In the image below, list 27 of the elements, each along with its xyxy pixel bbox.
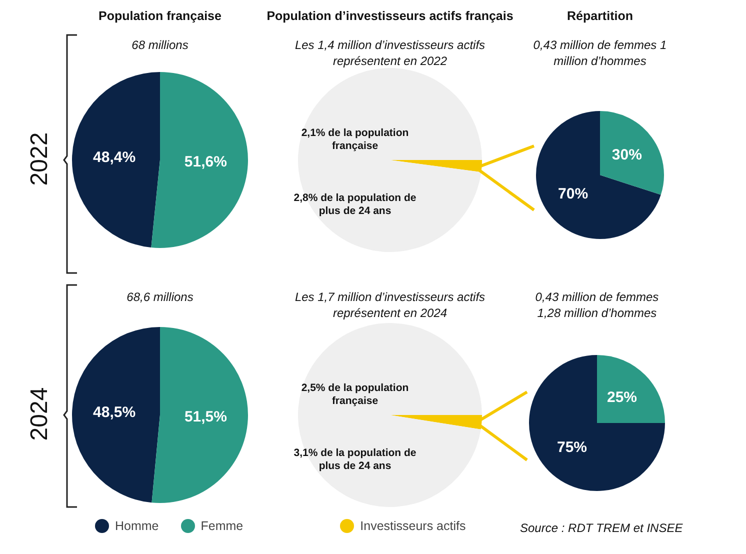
- chart-title: Population française: [98, 9, 222, 23]
- text: 2022: [26, 131, 54, 188]
- chart-subtitle: Les 1,4 million d’investisseurs actifs représentent en 2022: [294, 37, 486, 69]
- source-note: Source : RDT TREM et INSEE: [520, 521, 683, 535]
- chart-subtitle: 0,43 million de femmes 1,28 million d’hommes: [534, 289, 660, 321]
- data-label: 51,5%: [184, 408, 227, 426]
- chart-title: Répartition: [567, 9, 633, 23]
- text: 2024: [26, 386, 54, 443]
- text: 2,1% de la population française: [300, 127, 410, 153]
- text: 3,1% de la population de plus de 24 ans: [292, 447, 418, 473]
- chart-title: Population d’investisseurs actifs français: [266, 9, 514, 23]
- data-label: 30%: [612, 146, 642, 164]
- text: 2,5% de la population française: [300, 382, 410, 408]
- data-label: 48,5%: [93, 404, 136, 421]
- chart-subtitle: 68 millions: [130, 37, 190, 53]
- data-label: 70%: [558, 186, 588, 203]
- chart-subtitle: 68,6 millions: [126, 289, 194, 305]
- legend-label: Homme: [115, 519, 159, 533]
- legend-label: Investisseurs actifs: [360, 519, 466, 533]
- legend-label: Femme: [200, 519, 244, 533]
- data-label: 48,4%: [93, 148, 136, 166]
- chart-subtitle: Les 1,7 million d’investisseurs actifs représentent en 2024: [294, 289, 486, 321]
- text: 2,8% de la population de plus de 24 ans: [292, 192, 418, 218]
- chart-subtitle: 0,43 million de femmes 1 million d’hommes: [532, 37, 668, 69]
- data-label: 25%: [606, 389, 638, 406]
- data-label: 51,6%: [184, 153, 227, 170]
- data-label: 75%: [556, 439, 588, 456]
